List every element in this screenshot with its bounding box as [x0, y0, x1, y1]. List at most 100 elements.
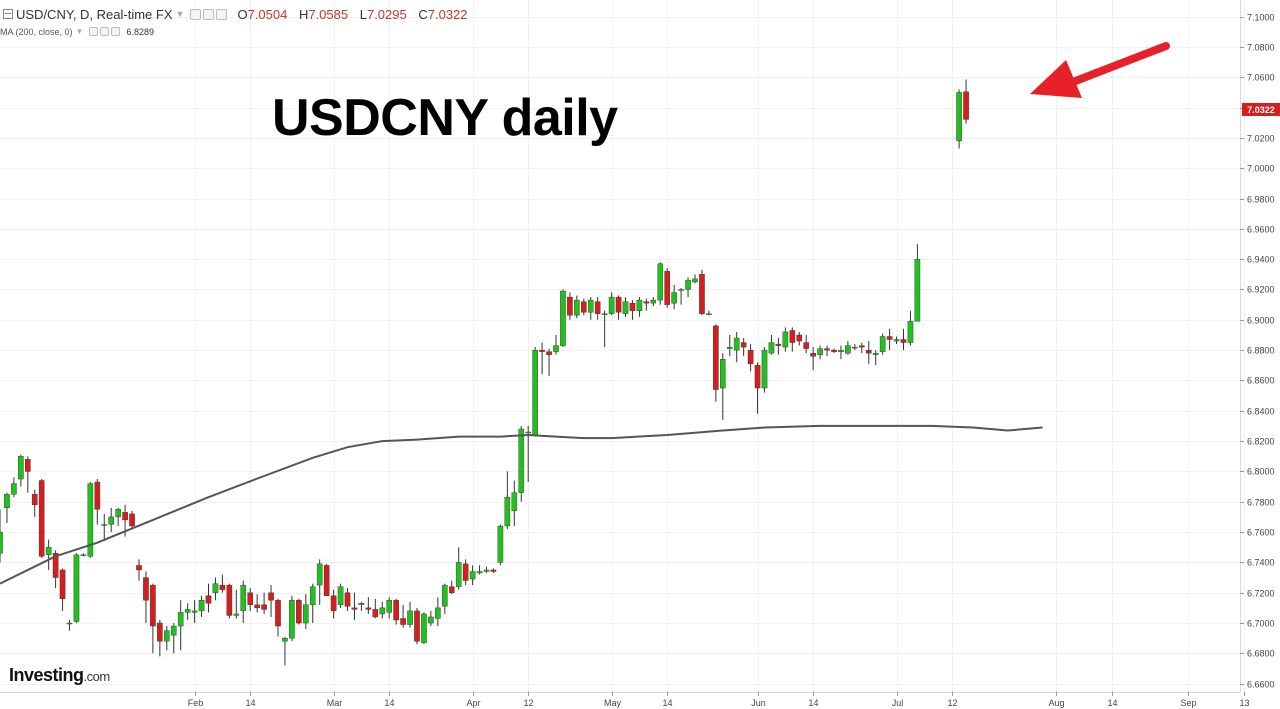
candle-body	[407, 610, 413, 625]
candle-body	[643, 301, 650, 304]
candle-body	[859, 345, 865, 348]
candle-body	[497, 525, 504, 563]
candle-body	[720, 359, 726, 389]
candle	[254, 594, 260, 613]
candle-body	[0, 531, 3, 554]
candle-body	[66, 622, 73, 625]
candle-body	[344, 592, 351, 607]
chevron-down-icon[interactable]: ▼	[175, 9, 185, 19]
candle-body	[400, 618, 406, 625]
candle-body	[448, 586, 455, 593]
candle-body	[421, 613, 427, 643]
candle	[247, 588, 254, 611]
close-icon[interactable]	[111, 27, 121, 36]
candle	[650, 297, 657, 307]
candle	[539, 342, 545, 375]
ma-label[interactable]: MA (200, close, 0)	[0, 26, 73, 37]
candle	[282, 636, 288, 666]
y-tick-label: 7.0800	[1247, 43, 1275, 53]
candle	[421, 612, 427, 645]
candle-body	[678, 289, 684, 291]
candle-body	[184, 609, 191, 613]
logo-domain: .com	[83, 669, 111, 684]
eye-icon[interactable]	[89, 27, 99, 36]
candle-body	[247, 592, 254, 606]
settings-icon[interactable]	[203, 8, 215, 20]
candle	[212, 577, 219, 601]
ma-value: 6.8289	[126, 26, 154, 37]
candle-body	[518, 428, 525, 493]
candle-body	[740, 342, 747, 348]
candle	[594, 297, 601, 320]
candle-body	[94, 481, 101, 510]
candle	[956, 89, 962, 149]
candle	[963, 79, 969, 124]
candle-body	[303, 604, 309, 624]
candle	[643, 298, 650, 311]
y-tick-label: 7.0000	[1247, 164, 1275, 174]
candle-body	[657, 263, 664, 301]
candle-body	[845, 345, 851, 354]
x-tick-label: Feb	[188, 698, 204, 708]
collapse-toggle-icon[interactable]	[3, 9, 13, 19]
candle	[38, 478, 45, 558]
candle	[351, 592, 358, 620]
symbol-label[interactable]: USD/CNY, D, Real-time FX	[16, 6, 173, 22]
candle-body	[25, 459, 31, 472]
candle	[240, 580, 247, 624]
eye-icon[interactable]	[190, 8, 202, 20]
x-tick-label: 14	[1107, 698, 1117, 708]
candle-body	[685, 280, 691, 290]
candle-body	[198, 600, 205, 612]
candle	[108, 507, 114, 533]
candle-body	[170, 625, 177, 636]
open-label: O	[237, 6, 248, 22]
chart-header: USD/CNY, D, Real-time FX ▼ O7.0504 H7.05…	[0, 4, 476, 24]
candle-body	[163, 630, 170, 642]
close-icon[interactable]	[216, 8, 228, 20]
candle	[713, 324, 719, 402]
candle	[198, 595, 205, 617]
candle-body	[316, 563, 323, 586]
candle	[664, 268, 670, 308]
candle	[143, 571, 149, 624]
candle	[150, 583, 156, 654]
candle	[768, 334, 775, 355]
candle	[831, 348, 837, 354]
candle	[393, 598, 399, 625]
candle	[163, 626, 170, 651]
chevron-down-icon[interactable]: ▼	[75, 27, 84, 36]
candle	[59, 568, 66, 611]
candle	[782, 327, 789, 352]
candle	[747, 344, 754, 372]
candle	[115, 507, 121, 526]
candle	[615, 295, 622, 320]
candle	[386, 597, 393, 619]
candle	[344, 588, 351, 611]
candle	[316, 559, 323, 605]
candle	[567, 292, 573, 320]
settings-icon[interactable]	[100, 27, 110, 36]
candle-body	[789, 330, 796, 343]
candle-body	[87, 483, 94, 557]
candle-body	[358, 603, 365, 606]
candle-body	[129, 513, 135, 527]
y-tick-label: 7.0200	[1247, 134, 1275, 144]
candle	[678, 287, 684, 305]
candle-body	[775, 343, 782, 346]
candle-body	[525, 431, 531, 434]
candle	[191, 600, 198, 624]
candle	[462, 559, 469, 586]
candle-body	[636, 299, 643, 311]
candle	[775, 338, 782, 355]
candle	[726, 334, 733, 357]
candle	[699, 269, 705, 316]
candle-body	[337, 586, 344, 606]
candle-body	[532, 349, 538, 436]
y-tick-label: 6.7200	[1247, 589, 1275, 599]
candle	[789, 327, 796, 352]
candle-body	[900, 339, 907, 343]
y-tick-label: 6.9000	[1247, 316, 1275, 326]
candle	[469, 565, 476, 586]
